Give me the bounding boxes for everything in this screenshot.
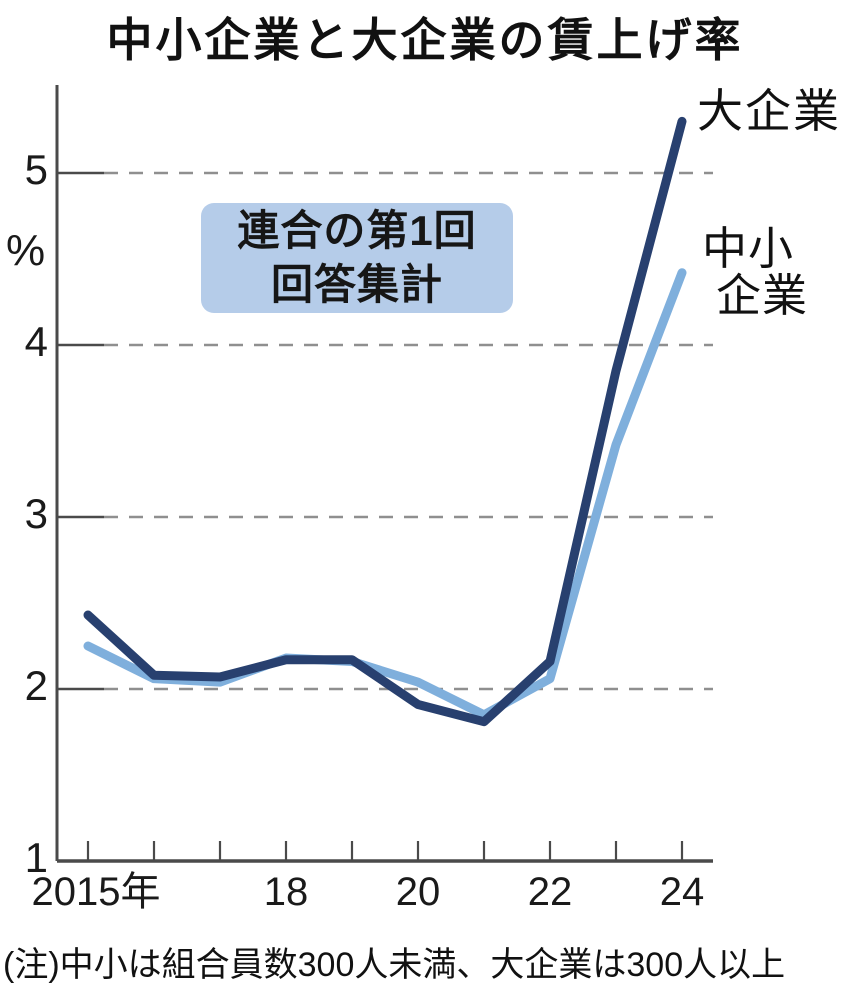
y-tick-label: 5 bbox=[24, 146, 48, 193]
y-tick-label: 3 bbox=[24, 490, 48, 537]
annotation-box: 連合の第1回 回答集計 bbox=[201, 203, 513, 313]
y-tick-label: 2 bbox=[24, 662, 48, 709]
x-tick-label: 20 bbox=[395, 870, 441, 914]
footnote: (注)中小は組合員数300人未満、大企業は300人以上 bbox=[3, 946, 786, 984]
y-tick-label: 1 bbox=[24, 834, 48, 881]
y-axis-unit-label: % bbox=[6, 226, 46, 275]
legend-label-small-companies: 中小 企業 bbox=[702, 226, 808, 318]
x-tick-label: 24 bbox=[659, 870, 705, 914]
legend-small-line-1: 中小 bbox=[702, 223, 795, 274]
annotation-line-1: 連合の第1回 bbox=[237, 207, 477, 255]
legend-small-line-2: 企業 bbox=[716, 270, 809, 321]
x-tick-label: 2015年 bbox=[31, 870, 161, 914]
series-line-small-companies bbox=[83, 268, 687, 720]
series-line-large-companies bbox=[83, 116, 687, 727]
x-tick-label: 18 bbox=[263, 870, 309, 914]
annotation-line-2: 回答集計 bbox=[270, 261, 443, 308]
chart-title: 中小企業と大企業の賃上げ率 bbox=[106, 14, 744, 66]
x-tick-label: 22 bbox=[527, 870, 573, 914]
legend-label-large-companies: 大企業 bbox=[697, 85, 841, 137]
y-tick-label: 4 bbox=[24, 318, 48, 365]
